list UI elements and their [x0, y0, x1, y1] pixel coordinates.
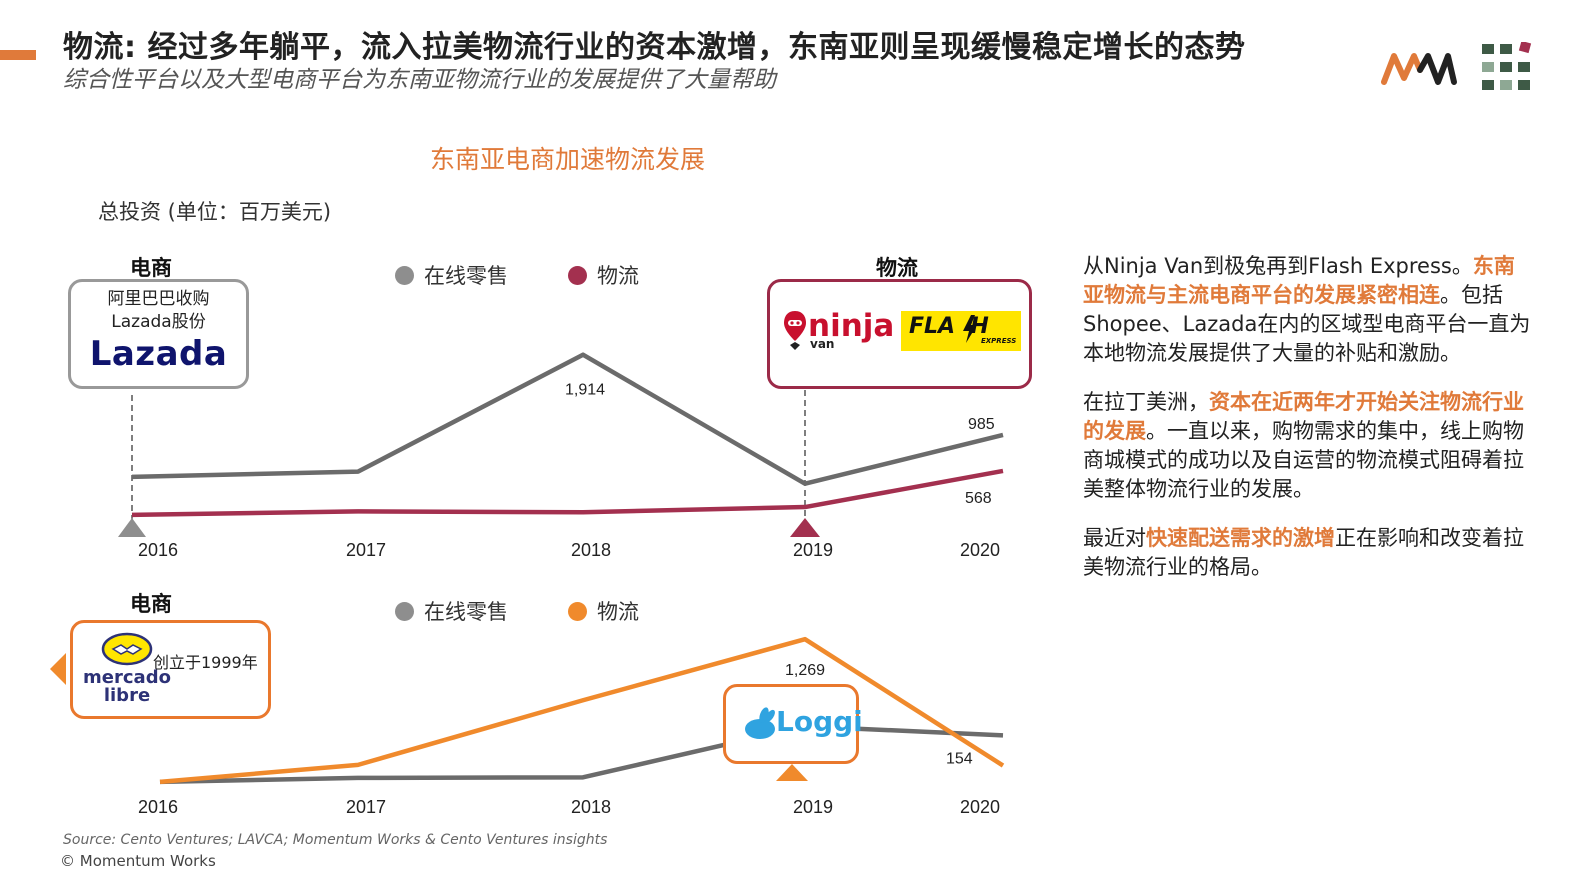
legend-retail-label: 在线零售	[424, 264, 508, 288]
marker-2019-triangle	[790, 518, 820, 537]
ninja-van-logo: ninja	[808, 308, 895, 344]
legend-logistics-dot	[568, 601, 587, 621]
marker-2016-triangle	[118, 518, 146, 537]
marker-2019-bottom-triangle	[776, 764, 808, 781]
grid-logo-icon	[1482, 42, 1532, 90]
ninja-van-pin-icon	[784, 311, 806, 350]
legend-retail-label: 在线零售	[424, 600, 508, 624]
unit-label: 总投资 (单位：百万美元)	[98, 200, 332, 224]
meli-caption: 创立于1999年	[153, 653, 258, 672]
x-tick-label: 2016	[138, 797, 178, 817]
x-tick-label: 2017	[346, 797, 386, 817]
x-tick-label: 2019	[793, 797, 833, 817]
loggi-logo: Loggi	[776, 705, 863, 738]
flash-logo-sub: EXPRESS	[981, 337, 1017, 345]
x-tick-label: 2020	[960, 540, 1000, 560]
lazada-caption: 阿里巴巴收购 Lazada股份	[107, 289, 210, 332]
bottom-left-label: 电商	[130, 592, 172, 616]
flash-express-logo: FLA H EXPRESS	[901, 311, 1021, 351]
copyright: © Momentum Works	[60, 852, 216, 870]
series-line-logistics	[131, 468, 1004, 518]
data-label: 1,914	[565, 382, 605, 399]
x-tick-label: 2019	[793, 540, 833, 560]
lightning-icon	[963, 315, 977, 343]
highlight: 资本在近两年才开始关注物流行业的发展	[1083, 390, 1524, 443]
commentary-paragraph-3: 最近对快速配送需求的激增正在影响和改变着拉美物流行业的格局。	[1083, 526, 1524, 579]
top-right-label: 物流	[876, 256, 918, 280]
flash-logo-text: FLA H	[909, 314, 989, 339]
ninja-van-sub: van	[810, 337, 835, 351]
accent-bar	[0, 50, 36, 60]
section-title: 东南亚电商加速物流发展	[430, 145, 706, 174]
x-tick-label: 2018	[571, 797, 611, 817]
series-line-logistics	[159, 636, 1005, 785]
sea-chart: 1,914 985 568 2016 2017 2018 2019 2020	[131, 352, 1004, 560]
data-label: 985	[968, 416, 995, 433]
rabbit-icon	[745, 707, 775, 739]
commentary-paragraph-1: 从Ninja Van到极兔再到Flash Express。东南亚物流与主流电商平…	[1083, 254, 1531, 365]
page-title: 物流: 经过多年躺平，流入拉美物流行业的资本激增，东南亚则呈现缓慢稳定增长的态势	[63, 30, 1246, 65]
bottom-legend: 在线零售 物流	[395, 596, 639, 626]
handshake-icon	[101, 632, 153, 666]
source-note: Source: Cento Ventures; LAVCA; Momentum …	[63, 832, 608, 848]
mercado-libre-annotation-box: 创立于1999年 mercado libre	[70, 620, 271, 719]
legend-retail-dot	[395, 601, 414, 621]
series-line-retail	[159, 724, 1004, 785]
commentary-paragraph-2: 在拉丁美洲，资本在近两年才开始关注物流行业的发展。一直以来，购物需求的集中，线上…	[1083, 390, 1524, 501]
x-tick-label: 2017	[346, 540, 386, 560]
charts-canvas: 1,914 985 568 2016 2017 2018 2019 2020 1,269 154…	[50, 352, 1005, 817]
highlight: 快速配送需求的激增	[1146, 526, 1335, 550]
x-tick-label: 2020	[960, 797, 1000, 817]
legend-retail-dot	[395, 265, 414, 285]
lazada-annotation-box: 阿里巴巴收购 Lazada股份 Lazada	[68, 279, 249, 389]
lazada-logo: Lazada	[89, 334, 228, 374]
x-tick-label: 2016	[138, 540, 178, 560]
highlight: 东南亚物流与主流电商平台的发展紧密相连	[1083, 254, 1515, 307]
legend-logistics-dot	[568, 265, 587, 285]
x-tick-label: 2018	[571, 540, 611, 560]
page-subtitle: 综合性平台以及大型电商平台为东南亚物流行业的发展提供了大量帮助	[63, 67, 776, 93]
commentary-text: 从Ninja Van到极兔再到Flash Express。东南亚物流与主流电商平…	[1083, 252, 1533, 602]
meli-logo-line2: libre	[103, 685, 151, 706]
legend-logistics-label: 物流	[597, 600, 639, 624]
data-label: 568	[965, 490, 992, 507]
momentum-works-logo	[1381, 53, 1457, 85]
meli-logo-line1: mercado	[83, 667, 171, 688]
loggi-annotation-box: Loggi	[723, 684, 863, 764]
data-label: 154	[946, 751, 973, 768]
top-legend: 在线零售 物流	[395, 260, 639, 290]
meli-logo: mercado libre	[83, 669, 171, 705]
top-left-label: 电商	[130, 256, 172, 280]
data-label: 1,269	[785, 662, 825, 679]
legend-logistics-label: 物流	[597, 264, 639, 288]
latam-chart: 1,269 154 2016 2017 2018 2019 2020	[138, 636, 1005, 817]
pointer-left-triangle	[50, 653, 66, 685]
